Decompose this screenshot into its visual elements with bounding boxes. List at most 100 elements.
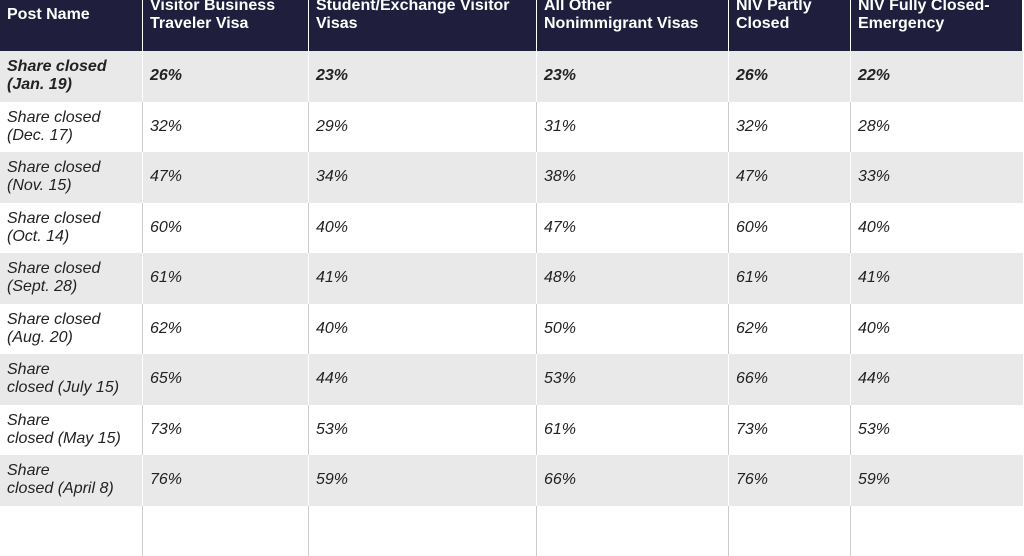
value-text: 53%	[858, 420, 891, 438]
value-cell: 23%	[309, 51, 537, 102]
value-text: 73%	[150, 420, 183, 438]
header-cell: NIV Partly Closed	[729, 0, 851, 51]
value-text: 32%	[150, 117, 183, 135]
header-text: NIV Partly Closed	[736, 0, 812, 32]
value-cell: 61%	[143, 253, 309, 304]
row-label: Share closed (April 8)	[0, 455, 143, 506]
value-cell: 53%	[851, 405, 1023, 456]
value-text: 29%	[316, 117, 349, 135]
header-text: All Other Nonimmigrant Visas	[544, 0, 699, 32]
value-text: 22%	[858, 67, 891, 85]
table-row: Share closed (Jan. 19) 26% 23% 23% 26% 22%	[0, 51, 1023, 102]
table-row	[0, 505, 1023, 556]
value-cell: 32%	[729, 101, 851, 152]
empty-cell	[537, 505, 729, 556]
value-cell: 44%	[851, 354, 1023, 405]
row-label: Share closed (Dec. 17)	[0, 101, 143, 152]
value-text: 62%	[736, 319, 769, 337]
value-text: 40%	[316, 218, 349, 236]
table-row: Share closed (April 8) 76% 59% 66% 76% 59%	[0, 455, 1023, 506]
value-text: 41%	[316, 269, 349, 287]
header-row: Post Name Visitor Business Traveler Visa S…	[0, 0, 1023, 51]
value-cell: 66%	[537, 455, 729, 506]
value-text: 44%	[316, 370, 349, 388]
table-row: Share closed (May 15) 73% 53% 61% 73% 53%	[0, 404, 1023, 456]
row-label-line: Share closed	[7, 58, 107, 76]
value-text: 62%	[150, 319, 183, 337]
table-row: Share closed (Aug. 20) 62% 40% 50% 62% 40%	[0, 303, 1023, 355]
row-label: Share closed (Oct. 14)	[0, 202, 143, 253]
row-label-line: Share closed	[7, 159, 101, 177]
table-row: Share closed (July 15) 65% 44% 53% 66% 44%	[0, 354, 1023, 405]
value-text: 34%	[316, 168, 349, 186]
value-cell: 40%	[309, 202, 537, 253]
value-text: 38%	[544, 168, 577, 186]
value-text: 61%	[736, 269, 769, 287]
value-cell: 41%	[851, 253, 1023, 304]
value-cell: 65%	[143, 354, 309, 405]
value-cell: 22%	[851, 51, 1023, 102]
value-text: 60%	[150, 218, 183, 236]
row-label-line: (Dec. 17)	[7, 126, 73, 144]
header-cell: NIV Fully Closed-Emergency	[851, 0, 1023, 51]
value-cell: 41%	[309, 253, 537, 304]
row-label-line: closed (July 15)	[7, 379, 120, 397]
header-cell: Student/Exchange Visitor Visas	[309, 0, 537, 51]
value-cell: 62%	[729, 303, 851, 354]
header-text: Post Name	[7, 6, 90, 23]
value-text: 61%	[544, 420, 577, 438]
value-cell: 73%	[143, 404, 309, 455]
value-text: 40%	[858, 319, 891, 337]
value-text: 59%	[316, 471, 349, 489]
header-cell: Visitor Business Traveler Visa	[143, 0, 309, 51]
value-cell: 32%	[143, 101, 309, 152]
value-text: 26%	[150, 67, 183, 85]
value-text: 28%	[858, 117, 891, 135]
row-label: Share closed (July 15)	[0, 354, 143, 405]
value-cell: 29%	[309, 101, 537, 152]
empty-cell	[309, 505, 537, 556]
value-text: 40%	[316, 319, 349, 337]
value-cell: 60%	[143, 202, 309, 253]
table-body: Share closed (Jan. 19) 26% 23% 23% 26% 22% Shar…	[0, 51, 1023, 556]
value-text: 26%	[736, 67, 769, 85]
value-text: 65%	[150, 370, 183, 388]
value-cell: 38%	[537, 152, 729, 203]
value-text: 33%	[858, 168, 891, 186]
empty-cell	[0, 505, 143, 556]
value-text: 31%	[544, 117, 577, 135]
value-text: 76%	[150, 471, 183, 489]
value-cell: 26%	[729, 51, 851, 102]
value-text: 50%	[544, 319, 577, 337]
value-cell: 61%	[729, 253, 851, 304]
value-cell: 73%	[729, 404, 851, 455]
value-text: 47%	[736, 168, 769, 186]
value-cell: 60%	[729, 202, 851, 253]
row-label-line: Share	[7, 411, 50, 429]
value-text: 40%	[858, 218, 891, 236]
value-cell: 26%	[143, 51, 309, 102]
row-label-line: Share	[7, 462, 50, 480]
row-label: Share closed (Sept. 28)	[0, 253, 143, 304]
value-cell: 40%	[851, 304, 1023, 355]
row-label-line: (Nov. 15)	[7, 177, 72, 195]
row-label-line: Share closed	[7, 108, 101, 126]
value-cell: 47%	[143, 152, 309, 203]
value-cell: 33%	[851, 152, 1023, 203]
table-row: Share closed (Dec. 17) 32% 29% 31% 32% 28%	[0, 101, 1023, 152]
value-text: 32%	[736, 117, 769, 135]
value-text: 61%	[150, 269, 183, 287]
row-label-line: closed (May 15)	[7, 429, 121, 447]
value-text: 59%	[858, 471, 891, 489]
header-text: Visitor Business Traveler Visa	[150, 0, 276, 32]
row-label-line: (Aug. 20)	[7, 328, 73, 346]
value-cell: 76%	[729, 455, 851, 506]
value-text: 23%	[316, 67, 349, 85]
value-cell: 76%	[143, 455, 309, 506]
row-label-line: (Jan. 19)	[7, 76, 72, 94]
value-cell: 47%	[729, 152, 851, 203]
value-cell: 47%	[537, 202, 729, 253]
value-text: 44%	[858, 370, 891, 388]
row-label: Share closed (Aug. 20)	[0, 303, 143, 354]
value-cell: 50%	[537, 303, 729, 354]
